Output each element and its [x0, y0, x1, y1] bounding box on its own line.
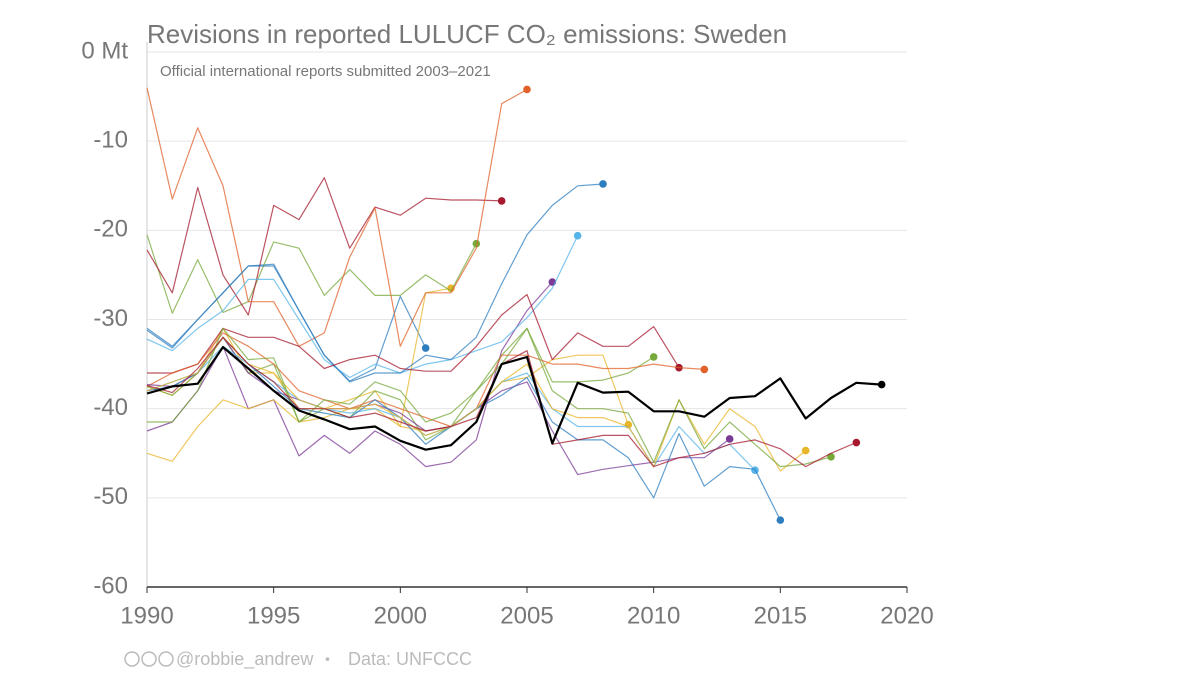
x-tick-label: 1995	[247, 602, 300, 629]
series-line	[146, 287, 452, 428]
series-end-point	[497, 197, 506, 205]
series-end-point	[421, 344, 430, 352]
series-line	[146, 234, 477, 314]
y-tick-label: -50	[93, 483, 128, 510]
series-end-point	[523, 85, 531, 94]
series-line	[146, 87, 528, 347]
series-line	[147, 293, 680, 374]
x-tick-label: 2005	[500, 602, 553, 629]
y-tick-label: -60	[93, 572, 128, 599]
x-tick-label: 2000	[374, 602, 427, 629]
series-end-point	[599, 180, 607, 188]
y-tick-label: -30	[93, 305, 128, 332]
series-line	[146, 346, 882, 451]
y-tick-label: -20	[93, 216, 128, 243]
series-end-point	[700, 365, 709, 374]
footer-separator: •	[325, 651, 330, 667]
footer-author: @robbie_andrew	[176, 649, 314, 670]
series-end-point	[649, 353, 658, 361]
series-end-point	[776, 516, 785, 524]
series-line	[146, 336, 807, 472]
series-line	[146, 263, 427, 382]
chart-subtitle: Official international reports submitted…	[160, 63, 491, 80]
license-icons	[124, 651, 174, 667]
y-tick-label: -10	[93, 127, 128, 154]
x-tick-label: 1990	[120, 602, 173, 629]
x-tick-label: 2015	[754, 602, 807, 629]
series-end-point	[725, 435, 734, 443]
chart-title: Revisions in reported LULUCF CO₂ emissio…	[147, 19, 787, 49]
series-line	[146, 177, 502, 316]
series-line	[146, 183, 604, 383]
series-line	[146, 332, 705, 428]
series-line	[147, 327, 832, 468]
series-end-point	[877, 380, 886, 389]
series-end-point	[472, 239, 481, 248]
series-end-point	[852, 438, 861, 447]
y-tick-label: 0 Mt	[81, 37, 128, 64]
series-line	[146, 235, 579, 379]
y-tick-label: -40	[93, 394, 128, 421]
footer-source: Data: UNFCCC	[348, 649, 472, 669]
series-end-point	[573, 231, 582, 240]
series-end-point	[801, 446, 810, 455]
x-tick-label: 2020	[880, 602, 933, 629]
x-tick-label: 2010	[627, 602, 680, 629]
